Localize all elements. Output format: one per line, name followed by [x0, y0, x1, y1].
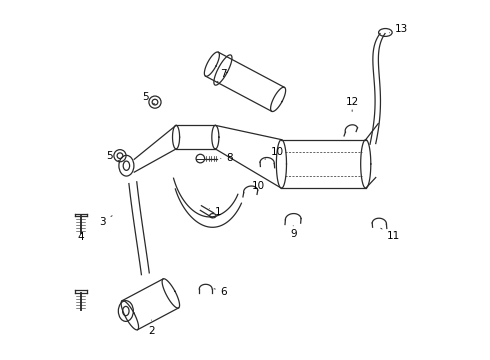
Text: 2: 2 — [148, 320, 155, 336]
Text: 5: 5 — [142, 92, 155, 104]
Text: 11: 11 — [381, 228, 400, 242]
Text: 12: 12 — [345, 97, 359, 111]
Text: 3: 3 — [99, 216, 112, 227]
Text: 1: 1 — [209, 207, 221, 217]
Text: 9: 9 — [290, 226, 296, 239]
Text: 4: 4 — [77, 227, 84, 242]
Text: 7: 7 — [217, 68, 226, 82]
Text: 10: 10 — [265, 147, 284, 159]
Text: 6: 6 — [214, 287, 227, 297]
Text: 5: 5 — [106, 151, 120, 161]
Text: 13: 13 — [390, 24, 408, 34]
Text: 10: 10 — [251, 181, 265, 192]
Text: 8: 8 — [220, 153, 233, 163]
